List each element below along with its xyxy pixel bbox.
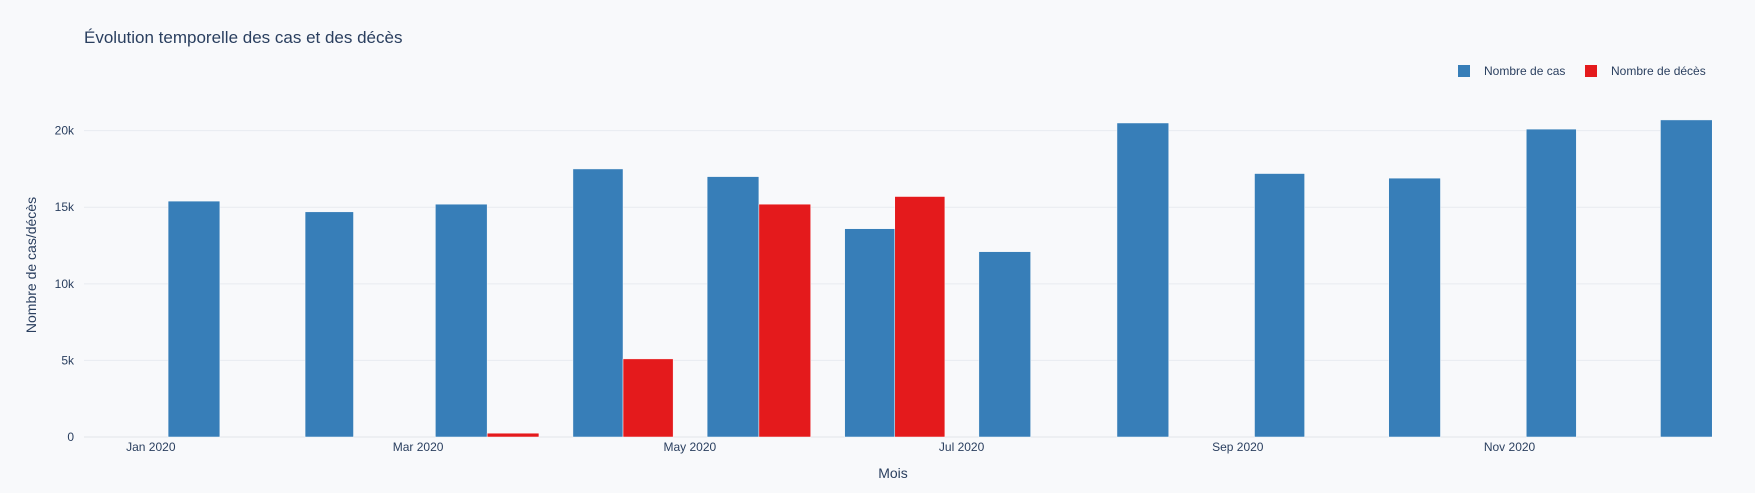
x-tick-label: Sep 2020 bbox=[1212, 440, 1264, 454]
legend-label: Nombre de décès bbox=[1611, 64, 1706, 78]
legend-swatch bbox=[1458, 65, 1470, 77]
bar-deaths[interactable] bbox=[758, 203, 811, 438]
y-tick-label: 15k bbox=[55, 200, 75, 214]
y-tick-label: 20k bbox=[55, 124, 75, 138]
y-axis-ticks: 0 5k 10k 15k 20k bbox=[55, 124, 75, 444]
bar-cases[interactable] bbox=[1388, 177, 1441, 438]
legend[interactable]: Nombre de cas Nombre de décès bbox=[1458, 64, 1706, 78]
bar-cases[interactable] bbox=[1116, 122, 1169, 438]
x-tick-label: Mar 2020 bbox=[393, 440, 444, 454]
legend-item[interactable]: Nombre de cas bbox=[1458, 64, 1565, 78]
y-tick-label: 0 bbox=[67, 430, 74, 444]
legend-swatch bbox=[1585, 65, 1597, 77]
bar-deaths[interactable] bbox=[894, 196, 946, 438]
bar-cases[interactable] bbox=[167, 200, 221, 438]
bar-cases[interactable] bbox=[1660, 119, 1713, 438]
x-tick-label: May 2020 bbox=[664, 440, 717, 454]
legend-label: Nombre de cas bbox=[1484, 64, 1565, 78]
x-axis-ticks: Jan 2020 Mar 2020 May 2020 Jul 2020 Sep 2020… bbox=[126, 440, 1535, 454]
bars bbox=[167, 119, 1713, 438]
y-tick-label: 10k bbox=[55, 277, 75, 291]
y-tick-label: 5k bbox=[61, 353, 75, 367]
bar-deaths[interactable] bbox=[486, 432, 540, 438]
y-axis-title: Nombre de cas/décès bbox=[23, 197, 39, 333]
x-axis-title: Mois bbox=[878, 465, 908, 481]
chart-title: Évolution temporelle des cas et des décè… bbox=[84, 28, 402, 47]
bar-cases[interactable] bbox=[435, 203, 488, 438]
bar-cases[interactable] bbox=[844, 228, 896, 438]
bar-cases[interactable] bbox=[978, 251, 1031, 438]
bar-cases[interactable] bbox=[304, 211, 354, 438]
bar-deaths[interactable] bbox=[622, 358, 674, 438]
x-tick-label: Nov 2020 bbox=[1484, 440, 1536, 454]
legend-item[interactable]: Nombre de décès bbox=[1585, 64, 1706, 78]
bar-cases[interactable] bbox=[1254, 173, 1305, 438]
x-tick-label: Jan 2020 bbox=[126, 440, 176, 454]
x-tick-label: Jul 2020 bbox=[939, 440, 985, 454]
bar-cases[interactable] bbox=[572, 168, 624, 438]
bar-cases[interactable] bbox=[1525, 128, 1577, 438]
bar-cases[interactable] bbox=[706, 176, 760, 438]
